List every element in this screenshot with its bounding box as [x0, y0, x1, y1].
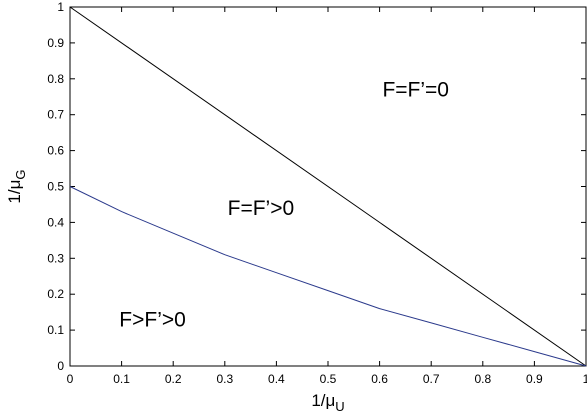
x-tick-label: 0.7 [423, 372, 440, 386]
y-tick-label: 0.7 [47, 108, 64, 122]
series-line-1 [69, 6, 587, 367]
y-tick-label: 0.3 [47, 251, 64, 265]
y-axis-label: 1/μG [5, 169, 28, 203]
x-axis-label: 1/μU [311, 391, 344, 414]
x-tick-label: 0.9 [526, 372, 543, 386]
y-tick-label: 0.1 [47, 323, 64, 337]
plot-area: 0 0.1 0.2 0.3 0.4 0.5 0.6 0.7 0.8 0.9 1 0 0.1 0.2 0.3… [47, 0, 587, 386]
region-label-1: F=F’=0 [382, 79, 449, 102]
y-tick-label: 1 [57, 0, 64, 14]
y-tick-label: 0 [57, 359, 64, 373]
x-tick-label: 0.3 [216, 372, 233, 386]
x-tick-label: 0.4 [268, 372, 285, 386]
x-tick-label: 0 [67, 372, 74, 386]
y-tick-label: 0.2 [47, 287, 64, 301]
x-tick-label: 0.6 [371, 372, 388, 386]
x-tick-label: 0.1 [113, 372, 130, 386]
y-tick-label: 0.9 [47, 36, 64, 50]
y-tick-label: 0.5 [47, 180, 64, 194]
y-tick-label: 0.4 [47, 215, 64, 229]
y-axis-label-main: 1/μ [5, 180, 24, 204]
series-line-2 [69, 186, 587, 367]
x-tick-label: 1 [583, 372, 587, 386]
x-tick-label: 0.5 [320, 372, 337, 386]
x-axis-label-main: 1/μ [311, 391, 335, 410]
region-label-2: F=F’>0 [228, 197, 295, 220]
y-axis-label-subscript: G [13, 169, 28, 179]
region-label-3: F>F’>0 [119, 308, 186, 331]
x-axis-label-subscript: U [335, 399, 344, 414]
series-layer [69, 6, 587, 367]
x-tick-label: 0.2 [165, 372, 182, 386]
y-tick-label: 0.6 [47, 144, 64, 158]
x-tick-label: 0.8 [474, 372, 491, 386]
annotation-layer: F=F’=0 F=F’>0 F>F’>0 [119, 79, 449, 332]
x-axis: 0 0.1 0.2 0.3 0.4 0.5 0.6 0.7 0.8 0.9 1 [67, 7, 587, 386]
y-tick-label: 0.8 [47, 72, 64, 86]
